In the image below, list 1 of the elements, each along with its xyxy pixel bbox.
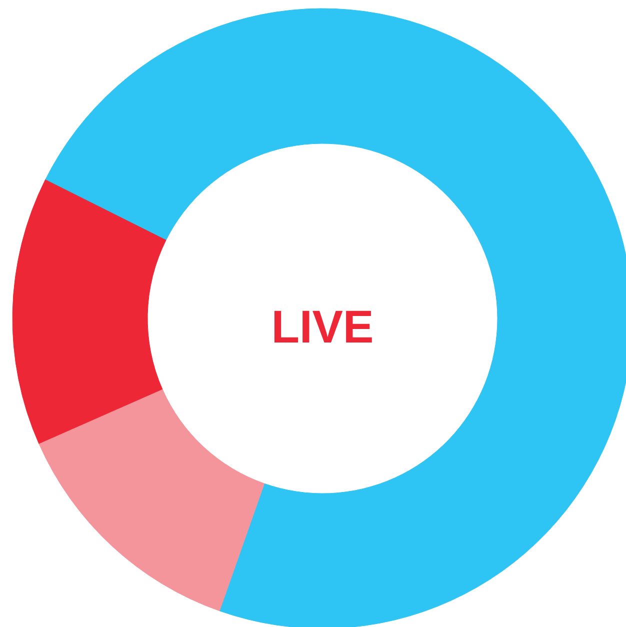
text: LIVE bbox=[271, 300, 374, 352]
